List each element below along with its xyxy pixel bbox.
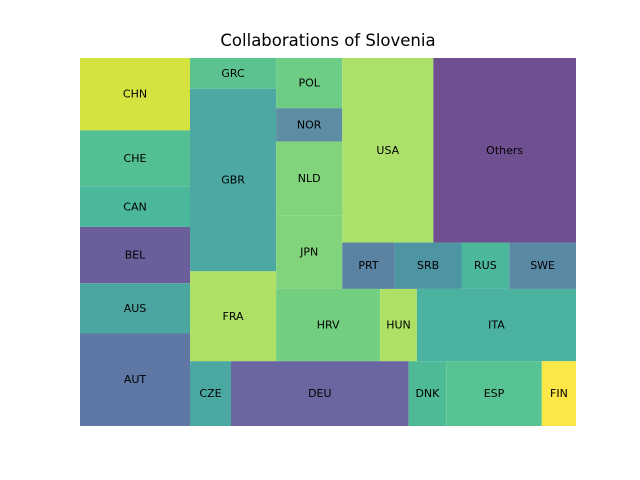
tile-label-fin: FIN [550,387,568,400]
tile-bel [80,226,191,284]
tile-label-pol: POL [298,77,320,90]
tile-label-jpn: JPN [299,246,318,259]
tile-chn [80,58,191,131]
tile-cze [190,361,232,426]
tile-aut [80,333,191,426]
tile-label-aus: AUS [124,302,147,315]
tile-label-grc: GRC [221,67,245,80]
tile-label-hun: HUN [386,319,411,332]
tile-label-srb: SRB [417,259,439,272]
tile-che [80,130,191,187]
tile-label-fra: FRA [223,310,245,323]
tile-label-dnk: DNK [415,387,440,400]
tile-label-chn: CHN [123,88,147,101]
tile-label-nor: NOR [297,118,322,131]
tile-label-prt: PRT [358,259,378,272]
tile-hrv [276,288,381,362]
tile-label-hrv: HRV [317,319,340,332]
tile-ita [416,288,576,362]
tile-label-can: CAN [123,200,146,213]
tile-nor [276,108,343,142]
tile-fin [541,361,576,426]
tile-label-deu: DEU [308,387,331,400]
tile-label-bel: BEL [125,249,146,262]
tile-label-che: CHE [124,152,147,165]
tile-label-aut: AUT [124,373,147,386]
tile-can [80,186,191,227]
tile-label-nld: NLD [298,172,321,185]
tile-fra [190,271,277,362]
tile-srb [394,242,462,289]
tile-swe [509,242,576,289]
tile-esp [446,361,542,426]
tile-label-esp: ESP [484,387,505,400]
tile-prt [342,242,395,289]
tile-label-swe: SWE [530,259,555,272]
tile-jpn [276,215,343,289]
tile-label-cze: CZE [199,387,221,400]
tile-dnk [408,361,447,426]
tile-rus [461,242,510,289]
tile-pol [276,58,343,109]
tile-label-usa: USA [376,144,399,157]
tile-hun [380,288,417,362]
tile-nld [276,141,343,216]
tile-label-ita: ITA [488,319,505,332]
tile-label-gbr: GBR [221,174,245,187]
tile-label-others: Others [486,144,523,157]
chart-title: Collaborations of Slovenia [220,31,436,50]
tile-others [433,58,576,243]
tile-gbr [190,88,277,272]
tile-label-rus: RUS [474,259,497,272]
tile-deu [231,361,409,426]
tile-usa [342,58,434,243]
tile-grc [190,58,277,89]
tile-aus [80,283,191,334]
